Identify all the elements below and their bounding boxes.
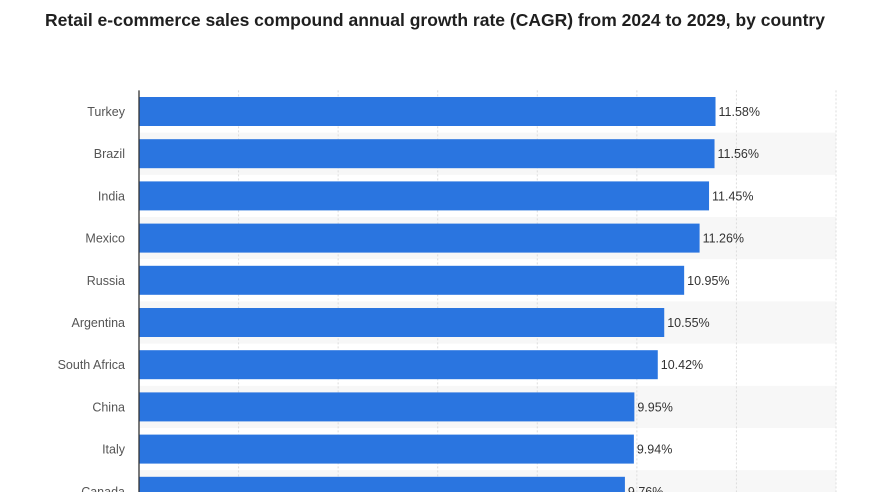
category-label: China bbox=[92, 400, 125, 414]
value-label: 11.58% bbox=[719, 105, 760, 119]
chart-title: Retail e-commerce sales compound annual … bbox=[45, 10, 825, 30]
bars bbox=[139, 97, 716, 492]
category-label: Russia bbox=[87, 274, 125, 288]
bar bbox=[139, 392, 635, 422]
value-label: 10.42% bbox=[661, 358, 703, 372]
category-label: Mexico bbox=[85, 232, 125, 246]
value-label: 10.55% bbox=[667, 316, 709, 330]
category-label: Italy bbox=[102, 443, 126, 457]
bar bbox=[139, 265, 685, 295]
bar bbox=[139, 139, 715, 169]
bar bbox=[139, 476, 625, 492]
bar bbox=[139, 308, 665, 337]
value-label: 9.95% bbox=[637, 400, 672, 414]
bar bbox=[139, 350, 658, 380]
value-label: 11.56% bbox=[718, 147, 759, 161]
category-label: Turkey bbox=[87, 105, 125, 119]
bar bbox=[139, 181, 710, 211]
bar bbox=[139, 97, 716, 126]
value-labels: 11.58% 11.56% 11.45% 11.26% 10.95% 10.55% 10.4… bbox=[628, 105, 760, 492]
category-label: Canada bbox=[81, 485, 125, 492]
category-label: Argentina bbox=[71, 316, 125, 330]
category-label: South Africa bbox=[58, 358, 125, 372]
category-label: Brazil bbox=[94, 147, 125, 161]
category-label: India bbox=[98, 189, 125, 203]
bar bbox=[139, 434, 634, 464]
value-label: 11.26% bbox=[703, 232, 744, 246]
value-label: 9.76% bbox=[628, 485, 663, 492]
value-label: 9.94% bbox=[637, 443, 672, 457]
bar bbox=[139, 223, 700, 253]
value-label: 10.95% bbox=[687, 274, 729, 288]
category-labels: Turkey Brazil India Mexico Russia Argentina So… bbox=[58, 105, 126, 492]
value-label: 11.45% bbox=[712, 189, 753, 203]
